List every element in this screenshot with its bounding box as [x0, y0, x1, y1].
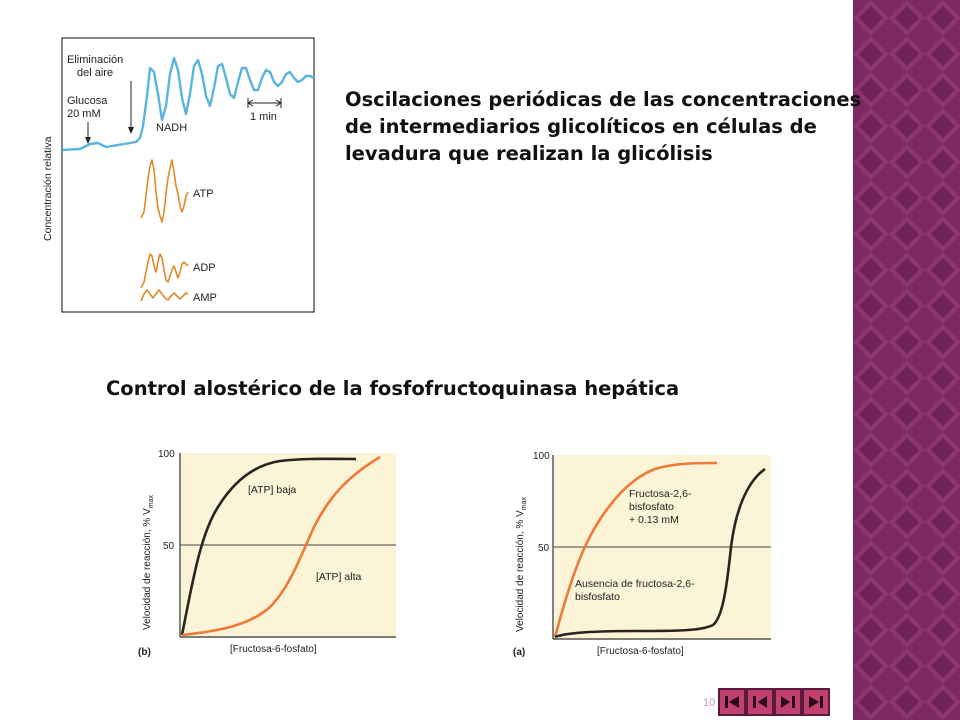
oscillations-title: Oscilaciones periódicas de las concentra…: [345, 88, 862, 165]
play-back-icon: [753, 696, 767, 708]
curve-with-label-line2: bisfosfato: [629, 501, 674, 513]
y-axis-label: Velocidad de reacción, % Vmax: [142, 495, 155, 630]
nadh-trace: [61, 56, 315, 152]
adp-label: ADP: [193, 262, 216, 274]
pfk-atp-figure: 100 50 Velocidad de reacción, % Vmax [Fr…: [138, 449, 396, 658]
previous-slide-button[interactable]: [746, 688, 774, 716]
air-annotation-line2: del aire: [77, 67, 113, 79]
oscillation-figure: Concentración relativa Eliminación del a…: [42, 37, 315, 313]
atp-label: ATP: [193, 188, 214, 200]
tick-label-100: 100: [158, 449, 175, 460]
curve-without-f26bp: [554, 467, 766, 639]
curve-atp-low-label: [ATP] baja: [248, 484, 296, 496]
nadh-label: NADH: [156, 122, 187, 134]
curve-without-label-line2: bisfosfato: [575, 591, 620, 603]
oscillation-frame: [61, 37, 315, 313]
tick-label-50: 50: [163, 541, 175, 552]
curve-with-f26bp: [553, 461, 718, 638]
y-axis-label-main: Velocidad de reacción, % V: [515, 510, 526, 632]
y-axis-label-sub: max: [148, 495, 155, 509]
y-axis-label: Velocidad de reacción, % Vmax: [515, 497, 528, 632]
curve-with-label-line1: Fructosa-2,6-: [629, 488, 692, 500]
tick-label-100: 100: [533, 451, 550, 462]
atp-trace: [140, 159, 189, 223]
amp-label: AMP: [193, 292, 217, 304]
x-axis-label: [Fructosa-6-fosfato]: [230, 644, 317, 655]
oscillation-ylabel: Concentración relativa: [42, 136, 54, 241]
air-annotation-line1: Eliminación: [67, 54, 123, 66]
air-arrow-head: [128, 127, 134, 134]
curve-with-label-line3: + 0.13 mM: [629, 514, 679, 526]
y-axis-label-sub: max: [521, 497, 528, 511]
curve-atp-low: [180, 457, 357, 636]
play-forward-icon: [781, 696, 795, 708]
pfk-f26bp-figure: 100 50 Velocidad de reacción, % Vmax [Fr…: [513, 451, 771, 658]
adp-trace: [140, 253, 189, 289]
time-scale-bar: [247, 98, 282, 108]
glucose-arrow-head: [85, 137, 91, 144]
time-scale-label: 1 min: [250, 111, 277, 123]
first-slide-button[interactable]: [718, 688, 746, 716]
y-axis-label-main: Velocidad de reacción, % V: [142, 508, 153, 630]
slide-navigation: [718, 688, 830, 716]
next-slide-button[interactable]: [774, 688, 802, 716]
panel-label-b: (b): [138, 647, 151, 658]
curve-without-label-line1: Ausencia de fructosa-2,6-: [575, 578, 695, 590]
panel-label-a: (a): [513, 647, 525, 658]
curve-atp-high: [181, 455, 381, 637]
glucose-annotation-line2: 20 mM: [67, 108, 101, 120]
page-number: 10: [703, 697, 716, 709]
x-axis-label: [Fructosa-6-fosfato]: [597, 646, 684, 657]
skip-forward-icon: [809, 696, 823, 708]
amp-trace: [140, 289, 189, 302]
skip-back-icon: [725, 696, 739, 708]
glucose-annotation-line1: Glucosa: [67, 95, 108, 107]
tick-label-50: 50: [538, 543, 550, 554]
diamond-pattern: [853, 0, 960, 720]
side-decoration-band: [853, 0, 960, 720]
last-slide-button[interactable]: [802, 688, 830, 716]
curve-atp-high-label: [ATP] alta: [316, 571, 361, 583]
allosteric-control-title: Control alostérico de la fosfofructoquin…: [106, 377, 680, 400]
